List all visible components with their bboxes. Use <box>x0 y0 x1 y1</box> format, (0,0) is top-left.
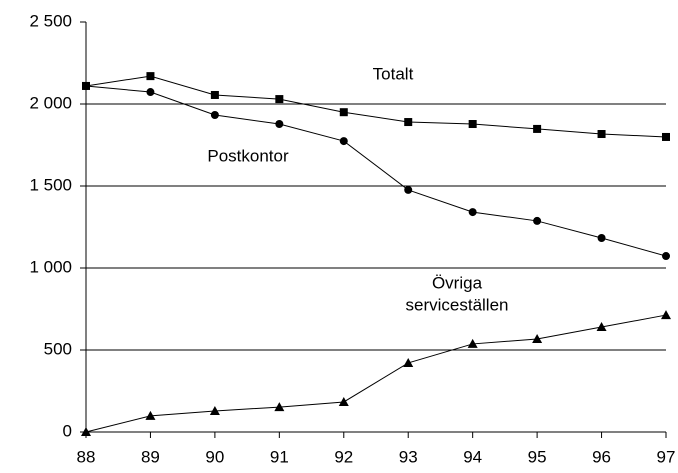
marker <box>81 427 91 436</box>
marker <box>210 90 219 99</box>
marker <box>82 81 90 90</box>
annotation: Övriga <box>432 273 483 292</box>
marker <box>275 120 284 129</box>
marker <box>533 216 542 225</box>
marker <box>209 406 220 416</box>
marker <box>339 108 348 117</box>
marker <box>662 132 670 141</box>
marker <box>339 137 348 146</box>
annotation: serviceställen <box>406 295 509 314</box>
marker <box>467 338 478 348</box>
marker <box>275 95 284 104</box>
x-tick-label: 89 <box>141 447 160 466</box>
marker <box>404 118 413 127</box>
marker <box>468 120 477 129</box>
marker <box>404 185 413 194</box>
annotation: Totalt <box>373 64 414 83</box>
y-tick-label: 0 <box>63 421 72 440</box>
marker <box>338 396 349 406</box>
marker <box>597 130 606 139</box>
x-tick-label: 93 <box>399 447 418 466</box>
x-tick-label: 91 <box>270 447 289 466</box>
marker <box>532 334 543 344</box>
annotation: Postkontor <box>207 146 289 165</box>
y-tick-label: 1 500 <box>29 175 72 194</box>
marker <box>210 110 219 119</box>
marker <box>597 233 606 242</box>
marker <box>146 88 155 97</box>
x-tick-label: 97 <box>657 447 676 466</box>
y-tick-label: 2 000 <box>29 93 72 112</box>
line <box>85 85 667 257</box>
y-tick-label: 1 000 <box>29 257 72 276</box>
x-tick-label: 88 <box>77 447 96 466</box>
marker <box>274 402 285 412</box>
marker <box>145 410 156 420</box>
x-tick-label: 90 <box>205 447 224 466</box>
y-tick-label: 500 <box>44 339 72 358</box>
line <box>85 314 667 433</box>
marker <box>468 208 477 217</box>
x-tick-label: 96 <box>592 447 611 466</box>
marker <box>596 322 607 332</box>
marker <box>146 72 155 81</box>
marker <box>403 357 414 367</box>
line <box>85 75 667 138</box>
marker <box>661 310 671 320</box>
x-tick-label: 94 <box>463 447 482 466</box>
y-tick-label: 2 500 <box>29 11 72 30</box>
marker <box>533 124 542 133</box>
x-tick-label: 92 <box>334 447 353 466</box>
x-tick-label: 95 <box>528 447 547 466</box>
marker <box>662 252 670 261</box>
